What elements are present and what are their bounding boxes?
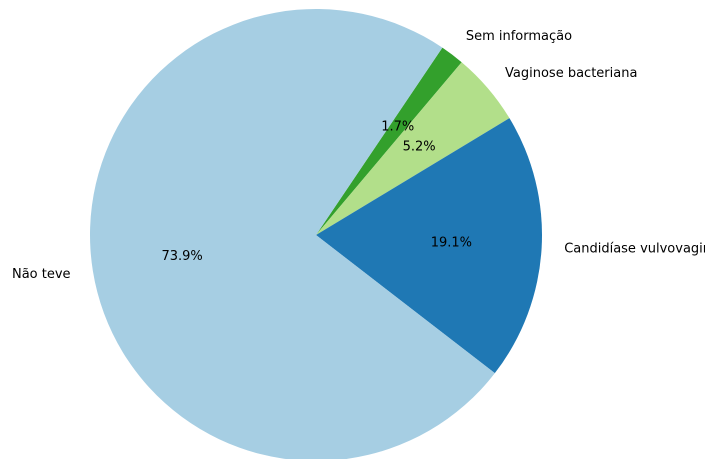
pie-category-label-sem-informacao: Sem informação	[466, 29, 572, 44]
pie-category-label-vaginose-bacteriana: Vaginose bacteriana	[505, 66, 637, 81]
pie-category-label-nao-teve: Não teve	[12, 267, 71, 282]
pie-slices	[90, 9, 542, 461]
pie-slice-sem-informacao	[316, 47, 462, 235]
pie-pct-label-nao-teve: 73.9%	[161, 249, 202, 264]
pie-pct-label-candidiase-vulvovaginal: 19.1%	[431, 235, 472, 250]
pie-labels: 1.7% Sem informação 5.2% Vaginose bacterian…	[12, 29, 705, 282]
pie-slice-candidiase-vulvovaginal	[316, 118, 542, 374]
pie-pct-label-vaginose-bacteriana: 5.2%	[403, 139, 436, 154]
pie-pct-label-sem-informacao: 1.7%	[381, 119, 414, 134]
pie-slice-vaginose-bacteriana	[316, 62, 510, 236]
pie-category-label-candidiase-vulvovaginal: Candidíase vulvovaginal	[564, 242, 705, 257]
pie-slice-nao-teve	[90, 9, 495, 461]
